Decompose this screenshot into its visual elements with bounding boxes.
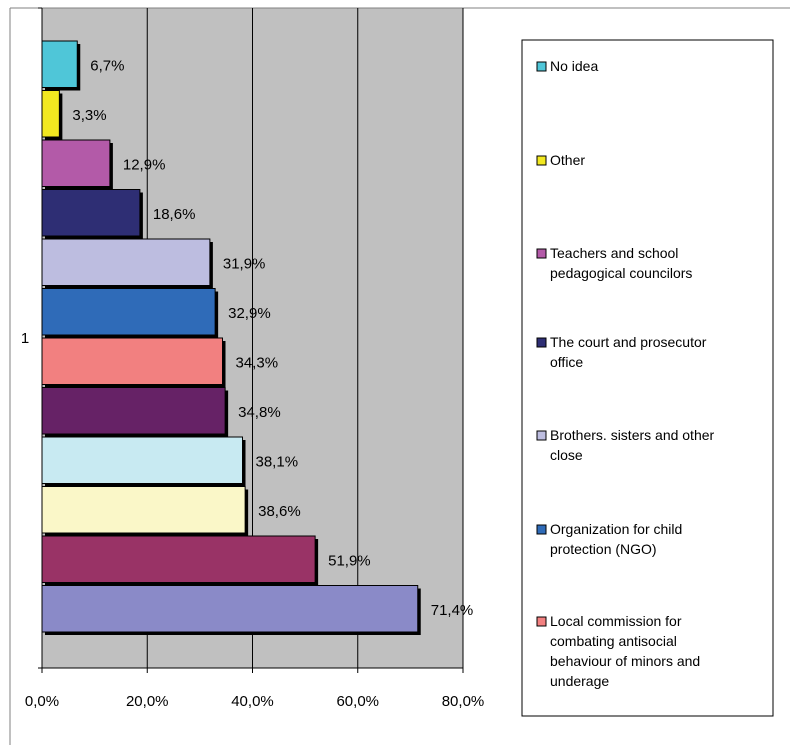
bar xyxy=(41,535,316,583)
data-label: 38,1% xyxy=(256,453,299,470)
legend-swatch xyxy=(536,524,547,535)
legend-label: underage xyxy=(550,673,609,689)
legend-label: pedagogical councilors xyxy=(550,265,692,281)
x-tick-label: 20,0% xyxy=(126,693,169,710)
legend-box xyxy=(521,39,774,717)
legend-swatch xyxy=(536,430,547,441)
x-tick-label: 60,0% xyxy=(336,693,379,710)
data-label: 3,3% xyxy=(72,107,106,124)
legend-label: combating antisocial xyxy=(550,633,677,649)
bar xyxy=(41,238,211,286)
data-label: 34,3% xyxy=(236,354,279,371)
legend-label: protection (NGO) xyxy=(550,541,657,557)
legend-label: Organization for child xyxy=(550,521,682,537)
data-label: 51,9% xyxy=(328,552,371,569)
bar xyxy=(41,585,419,633)
bar xyxy=(41,40,78,88)
bar xyxy=(41,387,226,435)
bars xyxy=(41,40,421,635)
x-tick-label: 0,0% xyxy=(25,693,59,710)
legend-label: No idea xyxy=(550,58,598,74)
legend-label: Local commission for xyxy=(550,613,682,629)
x-tick-label: 80,0% xyxy=(442,693,485,710)
legend-swatch xyxy=(536,61,547,72)
data-label: 6,7% xyxy=(90,57,124,74)
x-tick-label: 40,0% xyxy=(231,693,274,710)
data-labels: 6,7% 3,3% 12,9% 18,6% 31,9% 32,9% 34,3% 34,8% 38… xyxy=(72,57,473,619)
data-label: 34,8% xyxy=(238,404,281,421)
legend-label: Teachers and school xyxy=(550,245,678,261)
category-label: 1 xyxy=(21,330,29,347)
data-label: 38,6% xyxy=(258,503,301,520)
legend-swatch xyxy=(536,248,547,259)
data-label: 12,9% xyxy=(123,156,166,173)
bar xyxy=(41,486,246,534)
legend-label: Other xyxy=(550,152,585,168)
legend-label: behaviour of minors and xyxy=(550,653,700,669)
legend-label: office xyxy=(550,354,583,370)
bar xyxy=(41,337,224,385)
bar xyxy=(41,436,244,484)
bar xyxy=(41,189,141,237)
bar xyxy=(41,139,111,187)
legend-label: The court and prosecutor xyxy=(550,334,707,350)
legend-swatch xyxy=(536,616,547,627)
data-label: 71,4% xyxy=(431,602,474,619)
legend-swatch xyxy=(536,337,547,348)
data-label: 18,6% xyxy=(153,206,196,223)
legend-label: close xyxy=(550,447,583,463)
bar xyxy=(41,288,216,336)
data-label: 31,9% xyxy=(223,255,266,272)
bar xyxy=(41,90,60,138)
legend-swatch xyxy=(536,155,547,166)
legend: No idea Other Teachers and school pedagogic… xyxy=(536,58,715,689)
data-label: 32,9% xyxy=(228,305,271,322)
legend-label: Brothers. sisters and other xyxy=(550,427,715,443)
axes: 0,0% 20,0% 40,0% 60,0% 80,0% xyxy=(25,7,485,710)
